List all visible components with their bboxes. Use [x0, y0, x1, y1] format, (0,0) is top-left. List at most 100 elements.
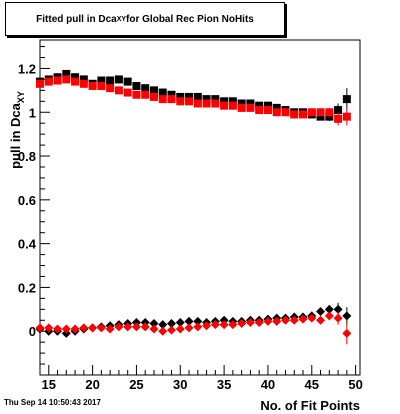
y-tick-label: 0.6 [18, 193, 36, 208]
x-tick-label: 25 [129, 377, 143, 392]
data-point-diamond [175, 317, 185, 327]
data-point-square [114, 75, 123, 84]
data-point-diamond [202, 321, 212, 331]
data-point-square [149, 86, 158, 95]
series-1 [36, 75, 351, 126]
data-point-square [71, 73, 80, 82]
data-point-square [106, 84, 115, 93]
data-point-diamond [280, 315, 290, 325]
data-point-square [123, 88, 132, 97]
data-point-diamond [263, 316, 273, 326]
data-point-square [167, 95, 176, 104]
data-point-diamond [219, 320, 229, 330]
data-point-square [97, 81, 106, 90]
data-point-diamond [342, 311, 352, 321]
data-point-square [62, 69, 71, 78]
data-point-square [263, 106, 272, 115]
data-point-square [132, 81, 141, 90]
data-point-diamond [254, 317, 264, 327]
data-point-square [185, 92, 194, 101]
plot-border [39, 39, 361, 376]
y-tick-label: 0 [29, 324, 36, 339]
x-tick-label: 30 [173, 377, 187, 392]
data-point-diamond [316, 307, 326, 317]
data-point-square [237, 99, 246, 108]
data-point-square [185, 97, 194, 106]
data-point-square [141, 84, 150, 93]
x-axis-title: No. of Fit Points [260, 398, 360, 413]
data-point-square [263, 101, 272, 110]
data-point-square [141, 90, 150, 99]
data-point-square [334, 114, 343, 123]
y-tick-label: 1 [29, 105, 36, 120]
data-point-square [316, 112, 325, 121]
x-tick-label: 35 [217, 377, 231, 392]
data-point-diamond [167, 325, 177, 335]
y-tick-label: 0.4 [18, 237, 37, 252]
data-point-square [193, 92, 202, 101]
data-point-diamond [193, 316, 203, 326]
data-point-square [193, 99, 202, 108]
data-point-diamond [289, 315, 299, 325]
data-point-square [220, 97, 229, 106]
data-point-diamond [272, 316, 282, 326]
data-point-diamond [114, 322, 124, 332]
data-point-diamond [333, 313, 343, 323]
x-tick-label: 40 [261, 377, 275, 392]
x-tick-label: 50 [348, 377, 362, 392]
data-point-square [36, 79, 44, 88]
data-point-square [176, 92, 185, 101]
data-point-square [202, 95, 211, 104]
data-point-square [272, 108, 281, 117]
timestamp-footer: Thu Sep 14 10:50:43 2017 [4, 398, 101, 407]
data-point-square [53, 76, 62, 85]
y-tick-label: 0.2 [18, 280, 36, 295]
chart-title: Fitted pull in Dca XY for Global Rec Pion… [5, 2, 285, 36]
data-point-square [149, 92, 158, 101]
data-point-diamond [149, 324, 159, 334]
data-marks [35, 69, 352, 345]
svg-text:pull in DcaXY: pull in DcaXY [8, 91, 26, 169]
data-point-square [342, 95, 351, 104]
data-point-square [299, 110, 308, 119]
data-point-square [158, 88, 167, 97]
data-point-square [176, 97, 185, 106]
data-point-diamond [175, 324, 185, 334]
data-point-diamond [210, 320, 220, 330]
data-point-diamond [158, 320, 168, 330]
data-point-diamond [79, 323, 89, 333]
data-point-diamond [35, 323, 45, 333]
data-point-square [228, 101, 237, 110]
data-point-diamond [298, 314, 308, 324]
data-point-square [114, 86, 123, 95]
y-axis-title: pull in DcaXY [8, 91, 26, 169]
plot-frame [39, 39, 361, 376]
data-point-diamond [61, 324, 71, 334]
data-point-diamond [237, 319, 247, 329]
data-point-square [106, 76, 115, 85]
data-point-square [202, 99, 211, 108]
data-point-diamond [140, 322, 150, 332]
data-point-square [79, 75, 88, 84]
data-point-square [62, 75, 71, 84]
data-point-square [220, 101, 229, 110]
data-point-diamond [307, 313, 317, 323]
data-point-square [237, 103, 246, 112]
data-point-square [132, 90, 141, 99]
data-point-square [255, 106, 264, 115]
data-point-diamond [70, 324, 80, 334]
chart-title-subscript: XY [116, 15, 127, 23]
tick-labels: 15 20 25 30 35 40 45 50 0 0.2 0.4 0.6 0.8 1 1.2 [18, 61, 363, 392]
data-point-square [79, 79, 88, 88]
data-point-square [325, 108, 334, 117]
x-tick-label: 45 [305, 377, 319, 392]
x-tick-label: 20 [85, 377, 99, 392]
data-point-square [307, 108, 316, 117]
data-point-square [158, 95, 167, 104]
series-3 [35, 311, 352, 345]
data-point-diamond [88, 323, 98, 333]
data-point-square [211, 99, 220, 108]
data-point-diamond [167, 319, 177, 329]
data-point-square [211, 95, 220, 104]
